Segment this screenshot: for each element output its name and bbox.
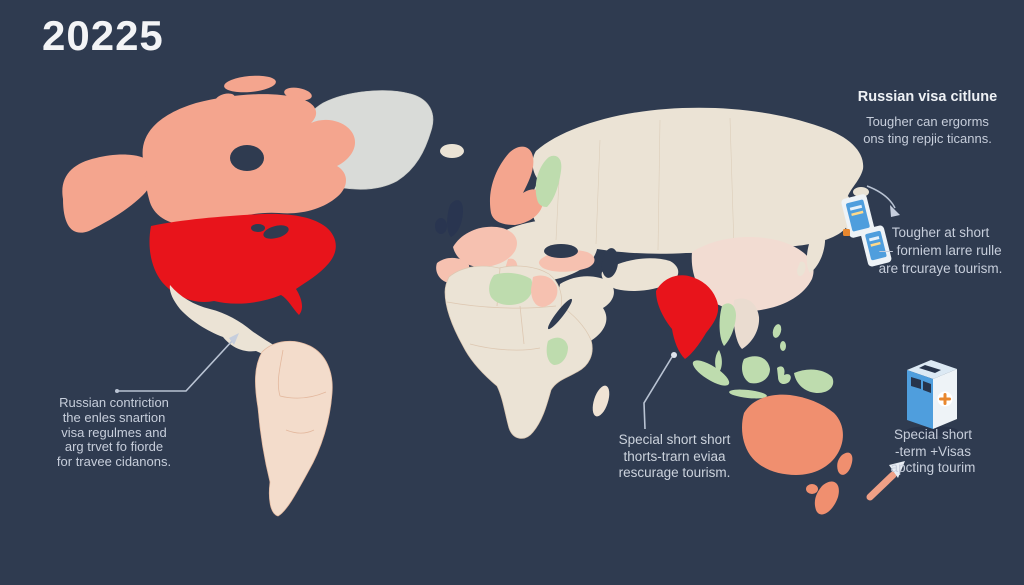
map-region-indonesia — [692, 356, 791, 399]
annotation-line: rescurage tourism. — [618, 465, 731, 481]
map-region-philippines — [772, 324, 786, 351]
annotation-line: for travee cidanons. — [56, 454, 172, 470]
annotation-mid-right: Tougher at short — forniem larre rulle a… — [868, 224, 1013, 277]
map-region-madagascar — [592, 385, 610, 417]
map-region-thailand — [719, 303, 736, 346]
annotation-line: — forniem larre rulle — [879, 242, 1002, 258]
map-region-russia — [531, 107, 864, 254]
annotation-line: thorts-trarn eviaa — [623, 448, 726, 464]
map-region-new-guinea — [794, 369, 834, 393]
annotation-line: the enles snartion — [62, 409, 166, 425]
map-region-iceland — [440, 144, 464, 158]
map-region-libya — [489, 272, 533, 305]
map-region-mexico — [169, 285, 288, 362]
annotation-line: are trcuraye tourism. — [878, 260, 1003, 276]
title-year: 20225 — [42, 12, 164, 59]
annotation-top-right: Russian visa citlune Tougher can ergorms… — [845, 88, 1010, 147]
map-region-japan — [806, 231, 826, 273]
map-region-usa — [149, 213, 336, 315]
water-cutouts — [230, 145, 619, 330]
annotation-line: -term +Visas — [895, 443, 971, 459]
annotation-line: apcting tourim — [890, 460, 976, 476]
leader-line-left — [115, 333, 239, 393]
map-region-india — [656, 275, 719, 359]
annotation-line: Tougher can ergorms — [866, 114, 989, 130]
map-region-africa — [444, 265, 593, 439]
map-region-korea — [797, 261, 806, 277]
south-america-borders — [277, 349, 327, 434]
visa-phone-stack-icon — [841, 187, 892, 267]
annotation-line: ons ting repjic ticanns. — [863, 131, 992, 147]
annotation-line: Special short short — [618, 432, 731, 447]
map-region-scandinavia — [489, 146, 544, 225]
map-region-western-europe — [453, 226, 517, 267]
map-region-egypt — [531, 275, 558, 307]
annotation-bottom-left: Russian contriction the enles snartion v… — [28, 395, 200, 470]
visa-box-icon — [906, 360, 958, 436]
annotation-line: arg trvet fo fiorde — [64, 439, 164, 455]
icon-connector-line — [866, 185, 900, 217]
map-region-malay-peninsula — [715, 350, 722, 374]
annotation-line: Tougher at short — [891, 225, 990, 240]
map-region-australia — [742, 394, 843, 475]
map-region-alaska — [62, 154, 154, 233]
russia-borders — [555, 117, 735, 251]
map-region-ireland — [435, 218, 447, 234]
annotation-line: Russian contriction — [59, 395, 169, 410]
map-region-east-africa — [546, 337, 568, 365]
map-region-tasmania — [806, 484, 818, 494]
map-region-uk — [447, 200, 463, 237]
map-region-finland — [535, 155, 562, 207]
map-region-hokkaido — [814, 219, 822, 225]
annotation-line: visa regulmes and — [61, 424, 167, 440]
map-region-south-america — [255, 340, 333, 517]
annotation-bottom-right: Special short -term +Visas apcting touri… — [872, 427, 994, 477]
leader-line-center — [643, 352, 677, 430]
annotation-line: Special short — [893, 427, 973, 442]
map-region-new-zealand — [814, 452, 853, 515]
annotation-top-right-heading: Russian visa citlune — [857, 89, 998, 105]
map-region-china — [691, 236, 814, 311]
map-region-indochina — [733, 298, 760, 349]
map-region-iran — [601, 258, 679, 291]
up-right-arrow-icon — [866, 461, 905, 501]
annotation-bottom-center: Special short short thorts-trarn eviaa r… — [592, 432, 757, 482]
